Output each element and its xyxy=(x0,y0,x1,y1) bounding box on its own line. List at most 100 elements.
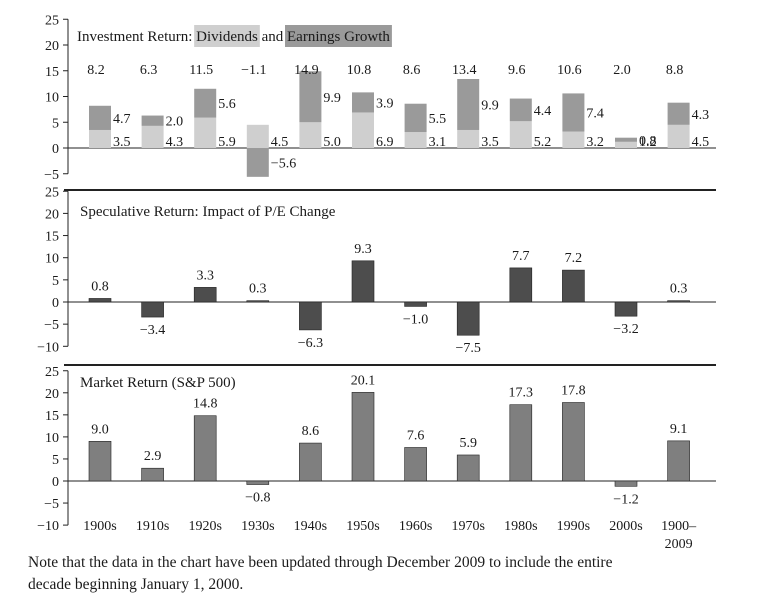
x-tick-label: 1920s xyxy=(188,519,221,534)
x-tick-label: 2000s xyxy=(609,519,642,534)
earnings-label: 9.9 xyxy=(323,91,341,106)
value-label: 9.1 xyxy=(670,422,688,437)
earnings-label: 4.4 xyxy=(534,104,552,119)
dividends-label: 4.3 xyxy=(166,135,184,150)
total-label: 11.5 xyxy=(189,63,213,78)
panel-2: −10 −5 0 5 10 15 20 25 0.8 −3.4 3.3 0.3 −6.3 9.3 −1.0 −… xyxy=(37,185,716,356)
earnings-label: 2.0 xyxy=(166,115,184,130)
bar-earnings-4 xyxy=(299,71,322,123)
value-label: 20.1 xyxy=(351,373,376,388)
bar-0 xyxy=(88,441,112,482)
value-label: 17.8 xyxy=(561,384,586,399)
dividends-label: 5.0 xyxy=(323,135,341,150)
value-label: 7.7 xyxy=(512,249,530,264)
total-label: 10.6 xyxy=(557,63,582,78)
dividends-label: 3.5 xyxy=(113,135,131,150)
title-part: Investment Return: xyxy=(77,29,196,45)
bar-dividends-2 xyxy=(194,117,217,148)
total-label: 8.8 xyxy=(666,63,684,78)
panel-3: −10 −5 0 5 10 15 20 25 9.0 2.9 14.8 −0.8 8.6 20.1 7.6 5… xyxy=(37,365,716,550)
y-tick-label: 10 xyxy=(45,431,59,446)
value-label: 0.8 xyxy=(91,279,109,294)
dividends-label: 5.9 xyxy=(218,135,236,150)
x-tick-label: 1990s xyxy=(557,519,590,534)
y-tick-label: 20 xyxy=(45,207,59,222)
bar-earnings-0 xyxy=(89,105,111,130)
dividends-label: 3.1 xyxy=(429,135,447,150)
title-part: Dividends xyxy=(196,29,258,45)
bar-2 xyxy=(193,287,217,303)
bar-dividends-0 xyxy=(89,129,111,148)
bar-dividends-11 xyxy=(667,124,690,148)
bar-1 xyxy=(141,301,164,318)
value-label: 9.3 xyxy=(354,242,372,257)
title-part: and xyxy=(258,29,287,45)
value-label: 8.6 xyxy=(302,424,320,439)
chart-figure: −5 0 5 10 15 20 25 8.2 3.5 4.7 6.3 4.3 2.0 11.5 5.9 5.6… xyxy=(37,13,716,550)
y-tick-label: −5 xyxy=(44,318,59,333)
dividends-label: 3.5 xyxy=(481,135,499,150)
total-label: 2.0 xyxy=(613,63,631,78)
total-label: 6.3 xyxy=(140,63,158,78)
y-tick-label: 15 xyxy=(45,409,59,424)
y-tick-label: 15 xyxy=(45,65,59,80)
bar-4 xyxy=(299,301,322,331)
y-tick-label: 10 xyxy=(45,91,59,106)
total-label: 9.6 xyxy=(508,63,526,78)
bar-7 xyxy=(456,454,480,482)
value-label: 2.9 xyxy=(144,449,162,464)
earnings-label: 0.8 xyxy=(639,134,657,149)
earnings-label: 5.6 xyxy=(218,97,236,112)
dividends-label: 6.9 xyxy=(376,135,394,150)
y-tick-label: 5 xyxy=(52,274,59,289)
dividends-label: 4.5 xyxy=(692,135,710,150)
title-part: Earnings Growth xyxy=(287,29,390,45)
bar-3 xyxy=(246,480,270,485)
value-label: −1.0 xyxy=(403,312,428,327)
value-label: 17.3 xyxy=(509,386,534,401)
bar-earnings-6 xyxy=(404,103,427,133)
y-tick-label: 25 xyxy=(45,185,59,200)
bar-5 xyxy=(351,392,375,482)
bar-dividends-8 xyxy=(509,121,532,148)
x-tick-label: 1940s xyxy=(294,519,327,534)
bar-10 xyxy=(614,301,638,317)
bar-dividends-9 xyxy=(562,131,585,148)
x-tick-label: 2009 xyxy=(665,537,693,550)
value-label: −7.5 xyxy=(455,341,480,356)
y-tick-label: 0 xyxy=(52,142,59,157)
y-tick-label: 0 xyxy=(52,475,59,490)
legend-earnings-swatch xyxy=(285,25,392,47)
y-tick-label: 5 xyxy=(52,453,59,468)
chart-note: Note that the data in the chart have bee… xyxy=(28,552,758,596)
panel-title: Speculative Return: Impact of P/E Change xyxy=(80,204,336,220)
value-label: 0.3 xyxy=(249,282,267,297)
y-tick-label: 25 xyxy=(45,13,59,28)
value-label: −1.2 xyxy=(613,492,638,507)
earnings-label: 5.5 xyxy=(429,112,447,127)
bar-10 xyxy=(614,480,638,487)
bar-dividends-5 xyxy=(352,112,374,148)
dividends-label: 5.2 xyxy=(534,135,552,150)
x-tick-label: 1960s xyxy=(399,519,432,534)
value-label: −3.2 xyxy=(613,322,638,337)
panel-title: Investment Return: Dividends and Earning… xyxy=(77,29,390,45)
earnings-label: −5.6 xyxy=(271,156,296,171)
bar-dividends-6 xyxy=(404,132,427,148)
bar-earnings-10 xyxy=(615,137,637,142)
value-label: −0.8 xyxy=(245,491,270,506)
bar-4 xyxy=(299,442,322,482)
bar-earnings-7 xyxy=(457,78,480,130)
value-label: 7.6 xyxy=(407,428,425,443)
bar-11 xyxy=(667,300,690,303)
bar-dividends-7 xyxy=(457,129,480,148)
bar-6 xyxy=(404,301,427,307)
x-tick-label: 1930s xyxy=(241,519,274,534)
total-label: 10.8 xyxy=(347,63,372,78)
total-label: 8.6 xyxy=(403,63,421,78)
value-label: 3.3 xyxy=(196,268,214,283)
bar-earnings-5 xyxy=(352,92,374,113)
panel-1: −5 0 5 10 15 20 25 8.2 3.5 4.7 6.3 4.3 2.0 11.5 5.9 5.6… xyxy=(44,13,716,183)
bar-dividends-4 xyxy=(299,122,322,148)
bar-9 xyxy=(562,402,585,482)
